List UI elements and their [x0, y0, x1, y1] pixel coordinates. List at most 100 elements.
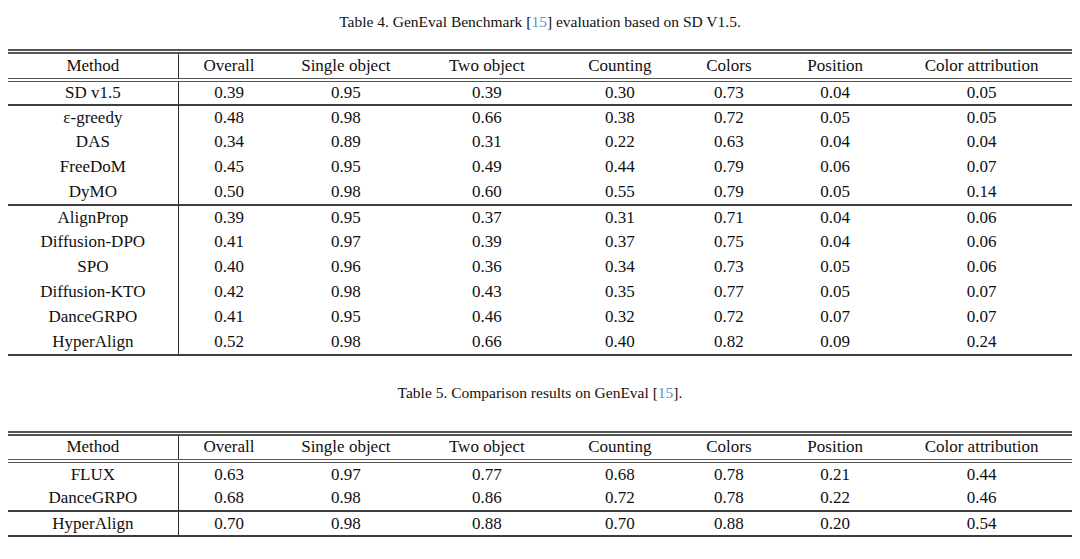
value-cell: 0.34 — [178, 130, 279, 155]
value-cell: 0.40 — [178, 255, 279, 280]
table-row: DanceGRPO0.410.950.460.320.720.070.07 — [8, 305, 1072, 330]
value-cell: 0.31 — [412, 130, 561, 155]
method-cell: DAS — [8, 130, 178, 155]
value-cell: 0.98 — [279, 280, 412, 305]
value-cell: 0.98 — [279, 486, 412, 511]
value-cell: 0.98 — [279, 511, 412, 536]
value-cell: 0.39 — [412, 80, 561, 105]
value-cell: 0.46 — [412, 305, 561, 330]
value-cell: 0.45 — [178, 155, 279, 180]
column-header: Color attribution — [891, 52, 1072, 80]
value-cell: 0.77 — [412, 461, 561, 486]
column-header: Single object — [279, 433, 412, 461]
table-row: Diffusion-KTO0.420.980.430.350.770.050.0… — [8, 280, 1072, 305]
value-cell: 0.41 — [178, 305, 279, 330]
value-cell: 0.06 — [891, 205, 1072, 230]
value-cell: 0.44 — [561, 155, 678, 180]
value-cell: 0.96 — [279, 255, 412, 280]
table5-block: Table 5. Comparison results on GenEval [… — [8, 383, 1072, 538]
value-cell: 0.55 — [561, 180, 678, 205]
column-header: Two object — [412, 433, 561, 461]
value-cell: 0.39 — [412, 230, 561, 255]
method-cell: HyperAlign — [8, 330, 178, 355]
value-cell: 0.63 — [178, 461, 279, 486]
table-row: SD v1.50.390.950.390.300.730.040.05 — [8, 80, 1072, 105]
value-cell: 0.79 — [678, 180, 779, 205]
method-cell: Diffusion-DPO — [8, 230, 178, 255]
value-cell: 0.68 — [178, 486, 279, 511]
column-header: Single object — [279, 52, 412, 80]
method-cell: ε-greedy — [8, 105, 178, 130]
value-cell: 0.22 — [779, 486, 891, 511]
table-row: ε-greedy0.480.980.660.380.720.050.05 — [8, 105, 1072, 130]
value-cell: 0.97 — [279, 461, 412, 486]
value-cell: 0.72 — [678, 105, 779, 130]
value-cell: 0.54 — [891, 511, 1072, 536]
value-cell: 0.48 — [178, 105, 279, 130]
column-header: Overall — [178, 433, 279, 461]
caption-text: ] evaluation based on SD V1.5. — [547, 13, 741, 30]
value-cell: 0.78 — [678, 461, 779, 486]
value-cell: 0.35 — [561, 280, 678, 305]
value-cell: 0.95 — [279, 205, 412, 230]
value-cell: 0.60 — [412, 180, 561, 205]
value-cell: 0.05 — [891, 105, 1072, 130]
value-cell: 0.24 — [891, 330, 1072, 355]
value-cell: 0.14 — [891, 180, 1072, 205]
method-cell: SD v1.5 — [8, 80, 178, 105]
value-cell: 0.04 — [779, 230, 891, 255]
value-cell: 0.06 — [891, 255, 1072, 280]
column-header: Two object — [412, 52, 561, 80]
value-cell: 0.22 — [561, 130, 678, 155]
value-cell: 0.49 — [412, 155, 561, 180]
value-cell: 0.71 — [678, 205, 779, 230]
value-cell: 0.05 — [779, 180, 891, 205]
value-cell: 0.21 — [779, 461, 891, 486]
value-cell: 0.04 — [779, 130, 891, 155]
value-cell: 0.77 — [678, 280, 779, 305]
column-header: Color attribution — [891, 433, 1072, 461]
value-cell: 0.89 — [279, 130, 412, 155]
caption-text: Table 4. GenEval Benchmark [ — [339, 13, 531, 30]
value-cell: 0.04 — [891, 130, 1072, 155]
geneval-comparison-table: MethodOverallSingle objectTwo objectCoun… — [8, 431, 1072, 538]
geneval-sd15-table: MethodOverallSingle objectTwo objectCoun… — [8, 49, 1072, 356]
value-cell: 0.07 — [891, 305, 1072, 330]
value-cell: 0.07 — [779, 305, 891, 330]
value-cell: 0.06 — [779, 155, 891, 180]
value-cell: 0.68 — [561, 461, 678, 486]
method-cell: Diffusion-KTO — [8, 280, 178, 305]
value-cell: 0.06 — [891, 230, 1072, 255]
value-cell: 0.95 — [279, 80, 412, 105]
column-header: Counting — [561, 433, 678, 461]
column-header: Counting — [561, 52, 678, 80]
value-cell: 0.73 — [678, 80, 779, 105]
value-cell: 0.95 — [279, 155, 412, 180]
value-cell: 0.78 — [678, 486, 779, 511]
value-cell: 0.37 — [561, 230, 678, 255]
value-cell: 0.75 — [678, 230, 779, 255]
value-cell: 0.07 — [891, 155, 1072, 180]
method-cell: FreeDoM — [8, 155, 178, 180]
value-cell: 0.38 — [561, 105, 678, 130]
table-row: HyperAlign0.700.980.880.700.880.200.54 — [8, 511, 1072, 536]
citation-link-15[interactable]: 15 — [658, 384, 674, 401]
caption-text: Table 5. Comparison results on GenEval [ — [398, 384, 658, 401]
column-header: Colors — [678, 52, 779, 80]
column-header: Method — [8, 52, 178, 80]
table-row: AlignProp0.390.950.370.310.710.040.06 — [8, 205, 1072, 230]
value-cell: 0.05 — [779, 255, 891, 280]
value-cell: 0.66 — [412, 105, 561, 130]
header-row: MethodOverallSingle objectTwo objectCoun… — [8, 433, 1072, 461]
table4-caption: Table 4. GenEval Benchmark [15] evaluati… — [8, 12, 1072, 32]
table-row: DyMO0.500.980.600.550.790.050.14 — [8, 180, 1072, 205]
value-cell: 0.70 — [561, 511, 678, 536]
method-cell: DyMO — [8, 180, 178, 205]
table4-block: Table 4. GenEval Benchmark [15] evaluati… — [8, 12, 1072, 356]
value-cell: 0.04 — [779, 80, 891, 105]
method-cell: AlignProp — [8, 205, 178, 230]
column-header: Position — [779, 433, 891, 461]
citation-link-15[interactable]: 15 — [531, 13, 547, 30]
value-cell: 0.50 — [178, 180, 279, 205]
value-cell: 0.05 — [779, 280, 891, 305]
